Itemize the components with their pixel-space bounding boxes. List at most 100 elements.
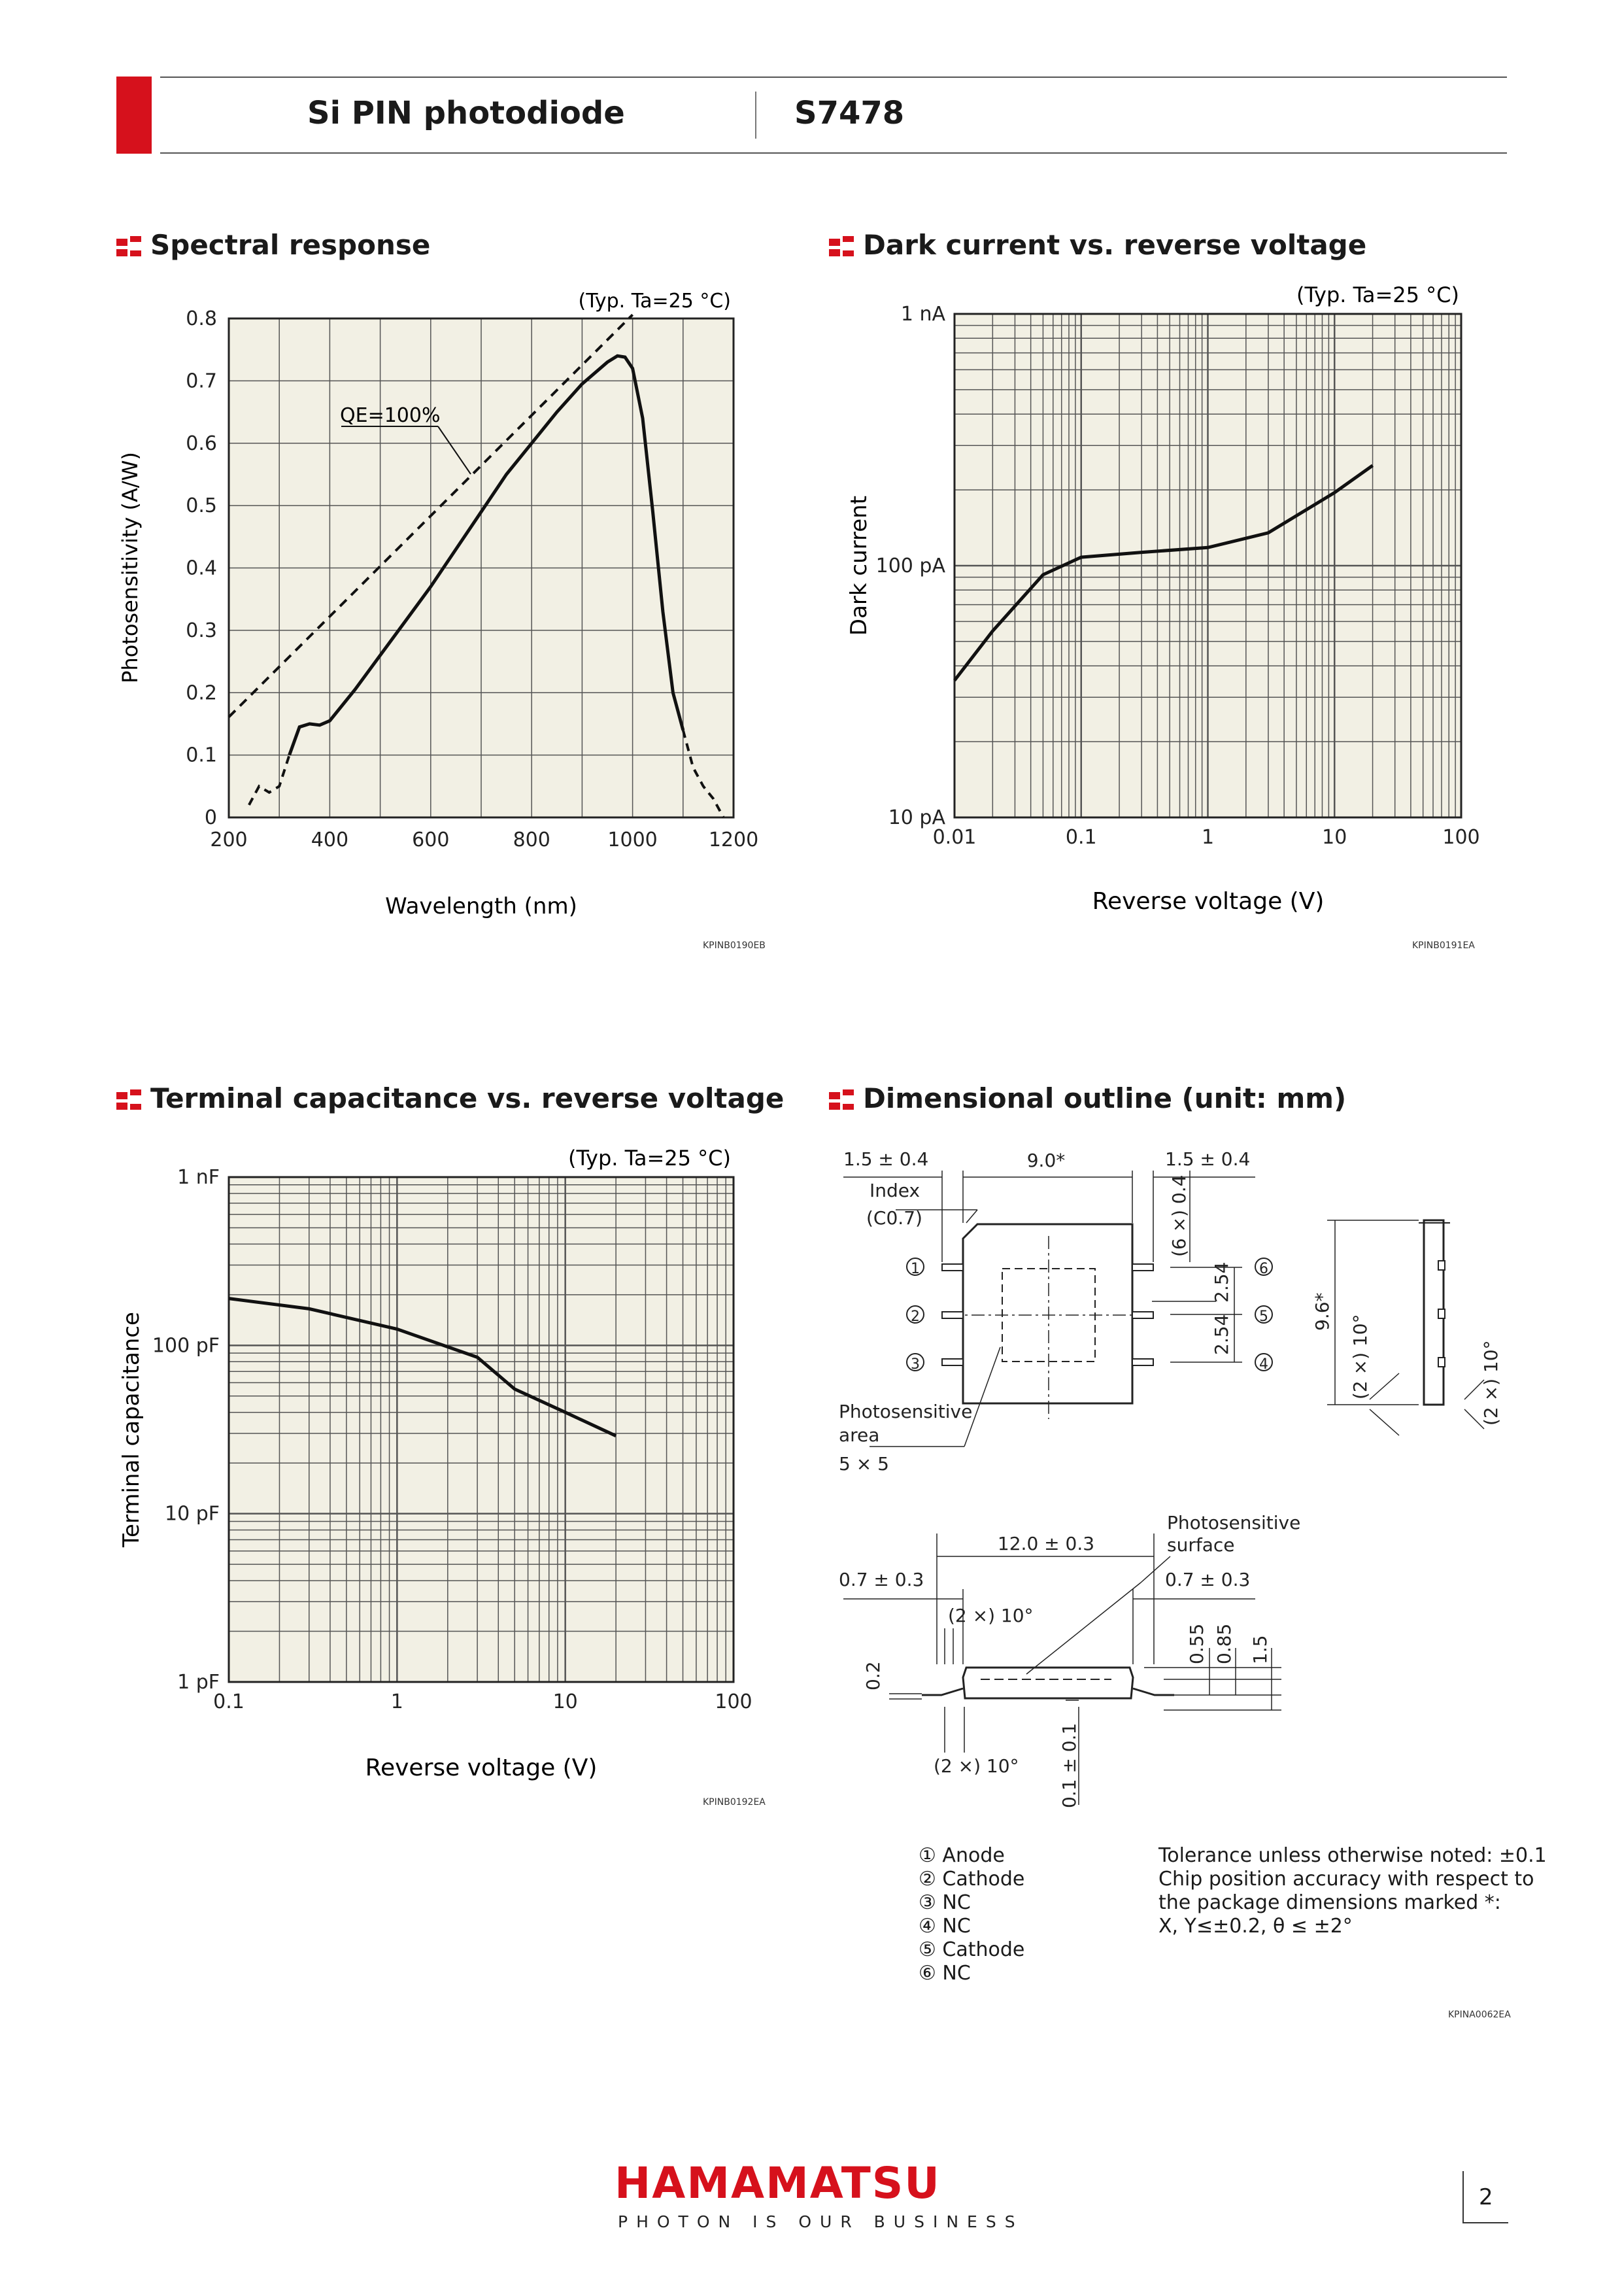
spectral-xtick: 400 xyxy=(311,829,348,851)
pin-legend-item: ① Anode xyxy=(919,1844,1005,1867)
capacitance-chart: 0.1 1 10 100 1 pF 10 pF 100 pF 1 nF (Typ. Ta=25… xyxy=(118,1144,752,1781)
side-angle-bottom: (2 ×) 10° xyxy=(934,1755,1019,1777)
spectral-ytick: 0.1 xyxy=(186,744,217,767)
cap-xlabel: Reverse voltage (V) xyxy=(365,1755,598,1781)
spectral-xtick: 600 xyxy=(412,829,449,851)
spectral-plot-frame xyxy=(228,317,735,819)
pin-6-label: 6 xyxy=(1259,1261,1268,1277)
spectral-xtick: 800 xyxy=(513,829,550,851)
qe100-line xyxy=(228,313,634,718)
pin-legend-item: ④ NC xyxy=(919,1915,971,1938)
tagline: PHOTON IS OUR BUSINESS xyxy=(618,2212,1024,2231)
spectral-ytick: 0.5 xyxy=(186,494,217,517)
dim-0-2: 0.2 xyxy=(862,1661,884,1690)
capacitance-curve xyxy=(228,1297,617,1437)
cap-ytick: 10 pF xyxy=(165,1503,220,1526)
section-spectral-title: Spectral response xyxy=(116,229,430,261)
ps-area-label-1: Photosensitive xyxy=(839,1401,972,1422)
dim-lead-right: 1.5 ± 0.4 xyxy=(1165,1148,1250,1170)
pitch-label: (6 ×) 0.4 xyxy=(1168,1175,1190,1257)
side-angle-top: (2 ×) 10° xyxy=(948,1605,1034,1626)
pin-2-label: 2 xyxy=(911,1309,920,1325)
ps-area-label-2: area xyxy=(839,1424,879,1446)
side-right-dim: 0.7 ± 0.3 xyxy=(1165,1569,1250,1590)
section-bullet-icon xyxy=(829,235,855,258)
cap-ylabel: Terminal capacitance xyxy=(118,1312,144,1548)
pin-4-label: 4 xyxy=(1259,1356,1268,1373)
dark-xtick: 0.01 xyxy=(933,826,977,849)
pin-legend-item: ⑤ Cathode xyxy=(919,1938,1025,1961)
section-cap-title: Terminal capacitance vs. reverse voltage xyxy=(116,1082,784,1114)
cap-ytick: 1 pF xyxy=(177,1671,220,1694)
dimensional-outline: 1 2 3 4 5 6 1.5 ± 0.4 9.0* 1.5 ± 0.4 Ind… xyxy=(839,1148,1502,1808)
spectral-curve-long-tail xyxy=(681,729,725,818)
spectral-xlabel: Wavelength (nm) xyxy=(385,893,577,919)
pin-1-label: 1 xyxy=(911,1261,920,1277)
spectral-code: KPINB0190EB xyxy=(703,940,766,951)
dim-width: 9.0* xyxy=(1027,1150,1066,1171)
dark-plot-frame xyxy=(953,313,1462,819)
dark-xtick: 1 xyxy=(1202,826,1214,849)
dark-xlabel: Reverse voltage (V) xyxy=(1092,888,1325,915)
pitch-1: 2.54 xyxy=(1211,1262,1232,1303)
cap-condition: (Typ. Ta=25 °C) xyxy=(568,1146,731,1171)
dark-current-chart: 0.01 0.1 1 10 100 10 pA 100 pA 1 nA (Typ. Ta=25… xyxy=(846,281,1480,915)
section-dark-title: Dark current vs. reverse voltage xyxy=(829,229,1366,261)
pin-5-label: 5 xyxy=(1259,1309,1268,1325)
cap-ytick: 1 nF xyxy=(177,1166,220,1189)
pin-legend-item: ⑥ NC xyxy=(919,1962,971,1985)
section-bullet-icon xyxy=(829,1089,855,1112)
spectral-ylabel: Photosensitivity (A/W) xyxy=(118,452,143,683)
cap-ytick: 100 pF xyxy=(152,1334,220,1357)
dark-xtick: 100 xyxy=(1442,826,1479,849)
section-dim-title: Dimensional outline (unit: mm) xyxy=(829,1082,1346,1114)
qe-annotation: QE=100% xyxy=(340,404,440,427)
chamfer-label: (C0.7) xyxy=(866,1207,922,1229)
side-ps-label-2: surface xyxy=(1167,1534,1234,1556)
spectral-ytick: 0 xyxy=(205,806,217,829)
dim-code: KPINA0062EA xyxy=(1448,2010,1511,2020)
section-bullet-icon xyxy=(116,235,143,258)
cap-plot-area xyxy=(229,1177,734,1682)
dark-ytick: 1 nA xyxy=(901,303,946,326)
spectral-xtick: 200 xyxy=(210,829,247,851)
dark-code: KPINB0191EA xyxy=(1412,940,1475,951)
model-number: S7478 xyxy=(794,95,905,131)
spectral-ytick: 0.6 xyxy=(186,432,217,455)
index-label: Index xyxy=(870,1180,920,1201)
package-top-view xyxy=(962,1223,1134,1405)
cap-plot-frame xyxy=(228,1176,735,1683)
page-number-bracket xyxy=(1462,2171,1464,2223)
product-type: Si PIN photodiode xyxy=(307,95,625,131)
spectral-curve-short-tail xyxy=(248,754,291,806)
side-angle-right: (2 ×) 10° xyxy=(1480,1340,1502,1426)
spectral-chart: 200 400 600 800 1000 1200 0 0.1 0.2 0.3 0.4 0.5 0.6 0… xyxy=(118,286,758,919)
height-label: 9.6* xyxy=(1311,1292,1333,1331)
spectral-ytick: 0.4 xyxy=(186,557,217,580)
cap-xtick: 1 xyxy=(391,1690,403,1713)
spectral-ytick: 0.7 xyxy=(186,369,217,392)
side-angle-left: (2 ×) 10° xyxy=(1349,1314,1371,1399)
side-ps-label-1: Photosensitive xyxy=(1167,1512,1300,1534)
cap-code: KPINB0192EA xyxy=(703,1797,766,1808)
spectral-curve xyxy=(288,354,685,756)
page-number: 2 xyxy=(1479,2184,1493,2210)
dark-current-curve xyxy=(953,464,1374,682)
cap-xtick: 0.1 xyxy=(213,1690,245,1713)
pin-3-label: 3 xyxy=(911,1356,920,1373)
dim-0-1: 0.1 ± 0.1 xyxy=(1058,1723,1080,1808)
pitch-2: 2.54 xyxy=(1211,1314,1232,1355)
cap-xtick: 10 xyxy=(553,1690,578,1713)
spectral-xtick: 1200 xyxy=(709,829,758,851)
spectral-ytick: 0.8 xyxy=(186,307,217,330)
header-accent-bar xyxy=(116,77,152,154)
side-length: 12.0 ± 0.3 xyxy=(998,1533,1094,1554)
dim-0-85: 0.85 xyxy=(1213,1624,1235,1664)
dark-xtick: 0.1 xyxy=(1066,826,1097,849)
pin-legend-item: ③ NC xyxy=(919,1891,971,1914)
side-left-dim: 0.7 ± 0.3 xyxy=(839,1569,924,1590)
header-divider xyxy=(755,92,756,139)
ps-size: 5 × 5 xyxy=(839,1453,889,1475)
dark-condition: (Typ. Ta=25 °C) xyxy=(1296,283,1459,307)
dark-ytick: 100 pA xyxy=(876,555,946,577)
